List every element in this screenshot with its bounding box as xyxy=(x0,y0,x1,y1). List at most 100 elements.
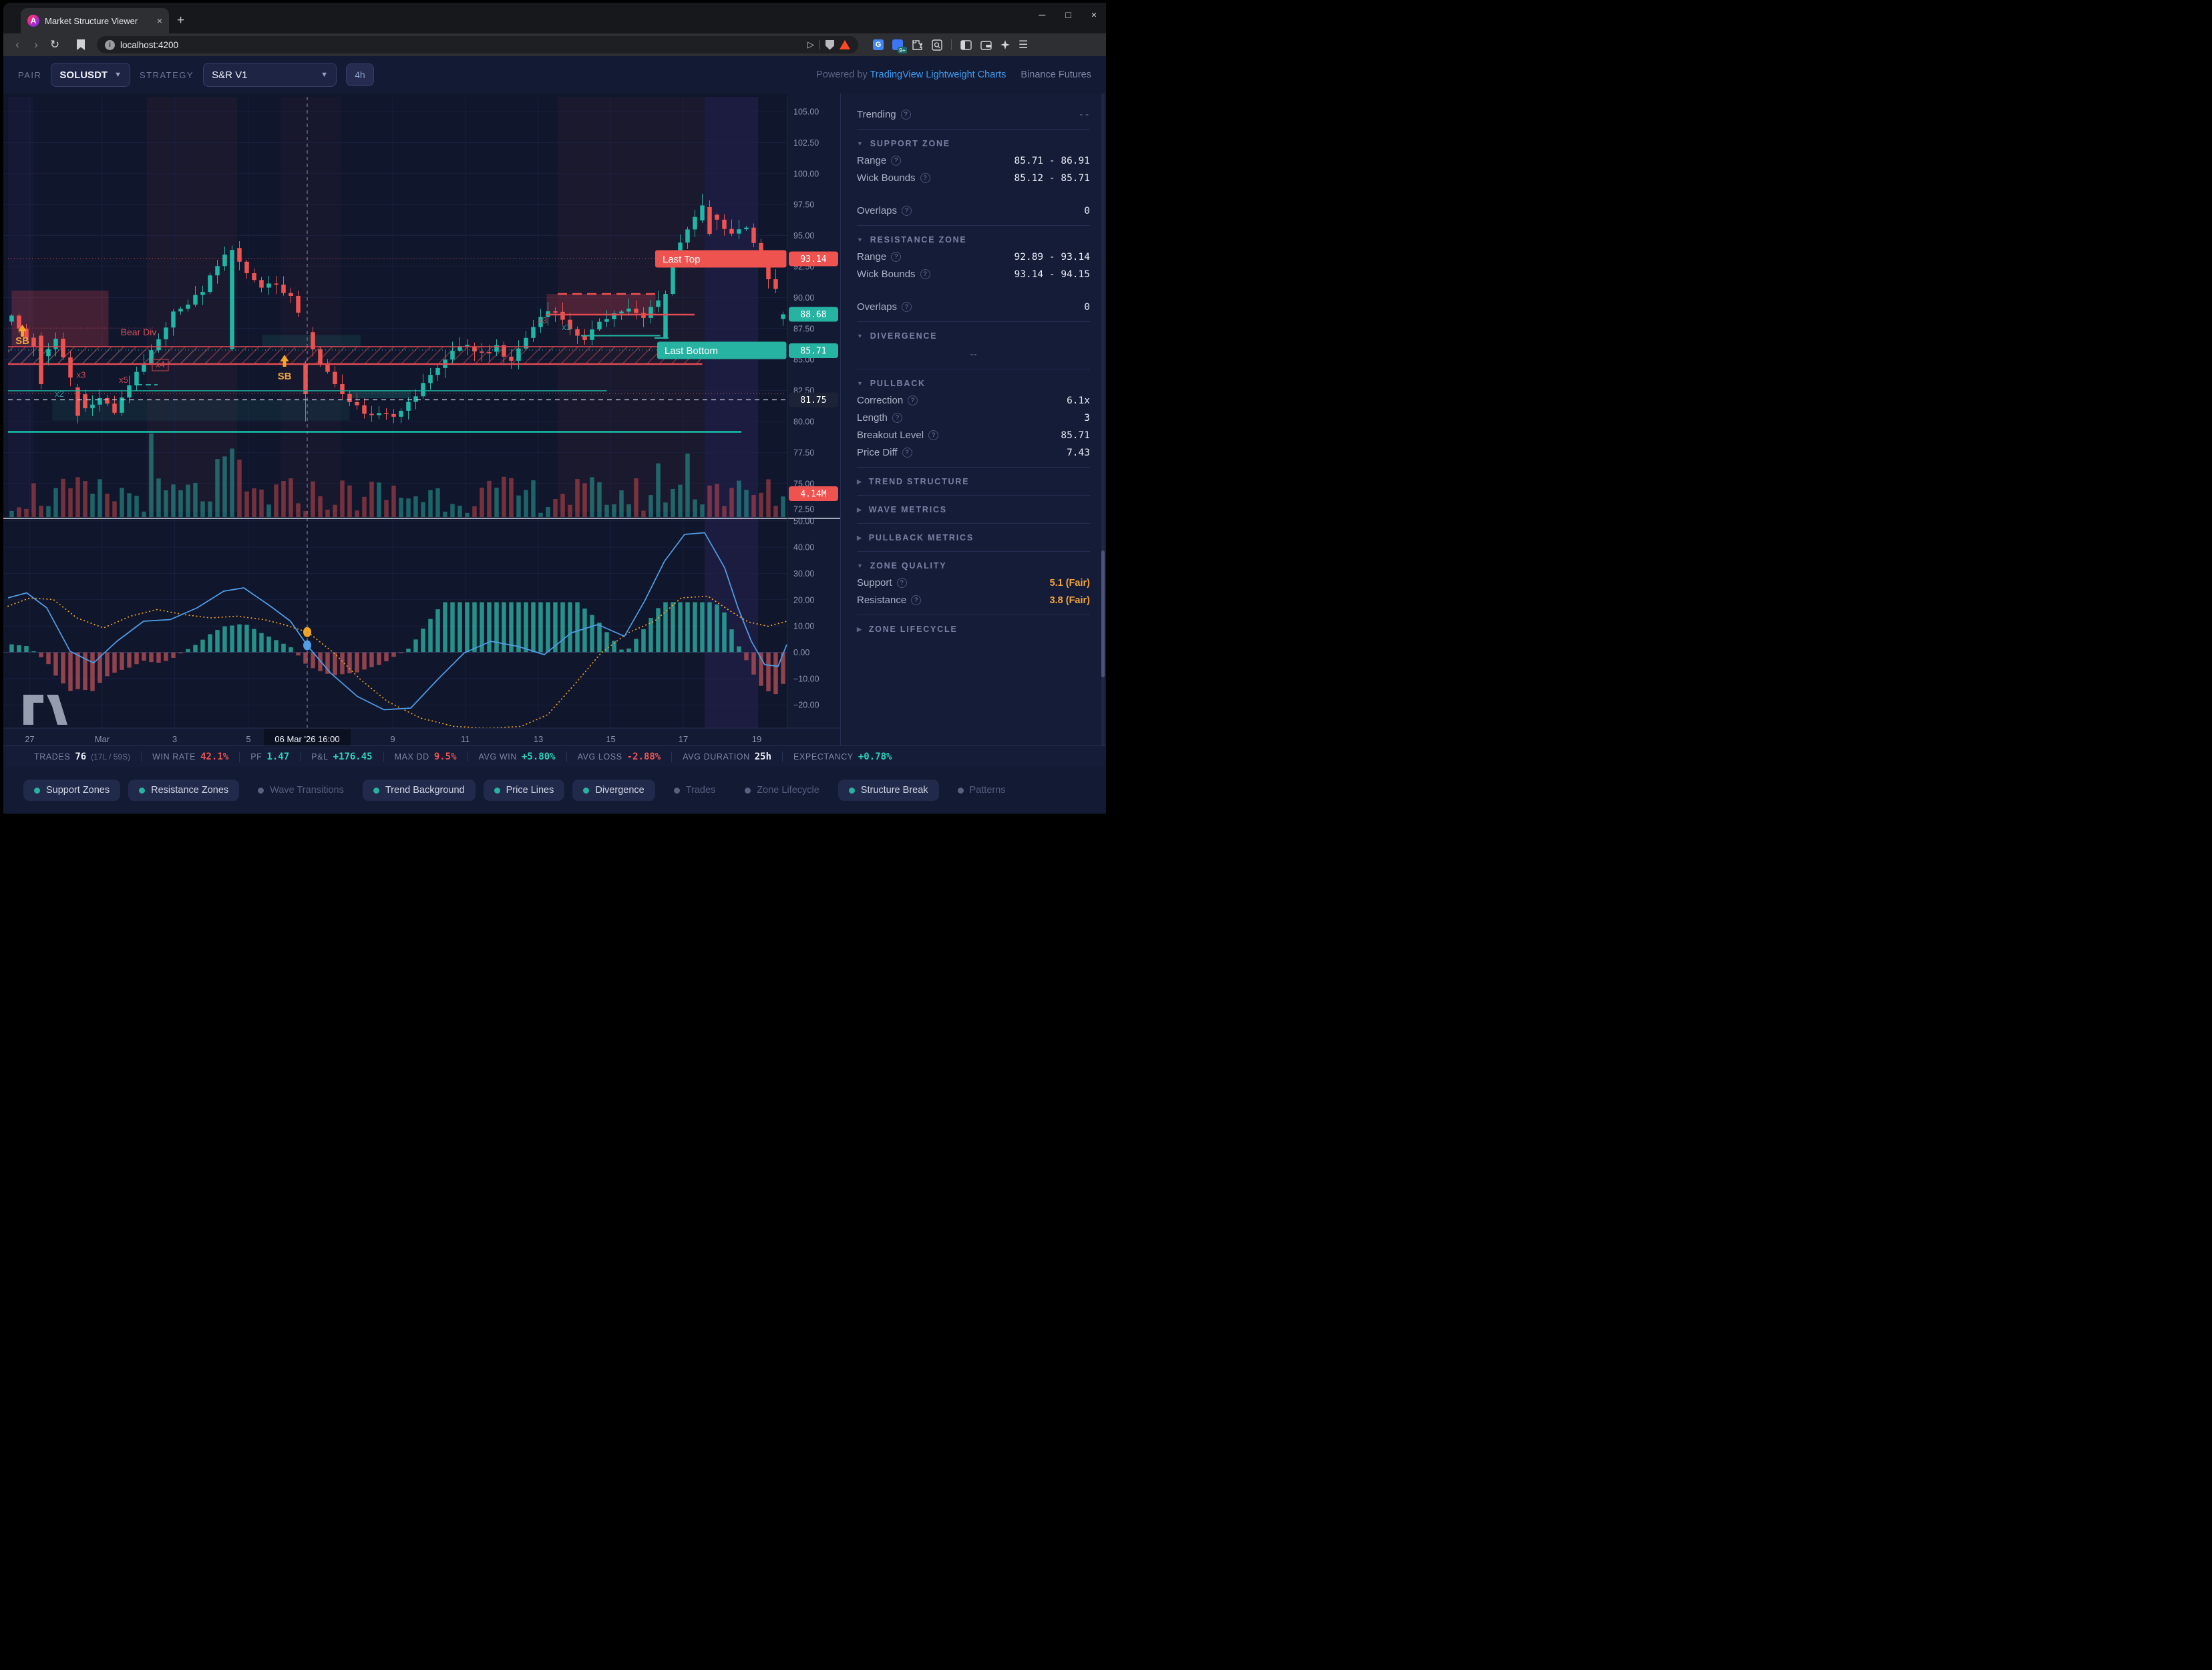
toggle-zone-lifecycle[interactable]: Zone Lifecycle xyxy=(734,780,830,801)
bookmark-icon[interactable] xyxy=(77,39,85,50)
support-quality-value: 5.1 (Fair) xyxy=(1049,577,1090,589)
section-zone-quality[interactable]: ▼ ZONE QUALITY xyxy=(857,561,947,570)
maximize-button[interactable]: □ xyxy=(1065,9,1071,20)
section-pullback-metrics[interactable]: ▶ PULLBACK METRICS xyxy=(857,533,974,542)
tab-close-icon[interactable]: × xyxy=(156,15,162,26)
grid xyxy=(3,97,787,728)
back-icon[interactable]: ‹ xyxy=(15,38,19,51)
search-box-icon[interactable] xyxy=(932,39,942,51)
legend-dot xyxy=(494,787,500,794)
axis-label: 100.00 xyxy=(793,169,819,178)
sidebar-scrollbar[interactable] xyxy=(1101,94,1105,745)
stat-maxdd: MAX DD 9.5% xyxy=(394,751,457,762)
axis-label: −20.00 xyxy=(793,701,819,710)
toggle-patterns[interactable]: Patterns xyxy=(947,780,1017,801)
collapse-icon: ▼ xyxy=(857,140,864,147)
axis-label: 80.00 xyxy=(793,418,814,427)
send-tab-icon[interactable]: ▷ xyxy=(807,39,814,49)
chart-annotation: x3 xyxy=(538,315,548,325)
stat-trades: TRADES 76 (17L / 59S) xyxy=(34,751,131,762)
forward-icon[interactable]: › xyxy=(34,38,38,51)
translate-extension-icon[interactable]: G xyxy=(873,39,884,50)
time-axis-label: 15 xyxy=(606,734,615,744)
length-value: 3 xyxy=(1084,412,1090,424)
wallet-icon[interactable] xyxy=(980,40,992,50)
minimize-button[interactable]: ─ xyxy=(1039,9,1046,20)
time-axis-label: 3 xyxy=(172,734,177,744)
svg-text:88.68: 88.68 xyxy=(800,310,826,320)
chart-annotation: x4 xyxy=(156,359,165,369)
toggle-resistance-zones[interactable]: Resistance Zones xyxy=(128,780,240,801)
section-trend-structure[interactable]: ▶ TREND STRUCTURE xyxy=(857,477,970,486)
help-icon[interactable]: ? xyxy=(920,173,930,183)
resistance-quality-value: 3.8 (Fair) xyxy=(1049,595,1090,606)
resistance-overlaps-value: 0 xyxy=(1084,301,1090,313)
stat-expectancy: EXPECTANCY +0.78% xyxy=(793,751,892,762)
help-icon[interactable]: ? xyxy=(891,252,902,262)
section-pullback[interactable]: ▼ PULLBACK xyxy=(857,379,926,388)
axis-price-badge xyxy=(789,251,838,267)
section-zone-lifecycle[interactable]: ▶ ZONE LIFECYCLE xyxy=(857,625,958,634)
support-overlaps-value: 0 xyxy=(1084,205,1090,216)
help-icon[interactable]: ? xyxy=(908,395,918,405)
section-resistance-zone[interactable]: ▼ RESISTANCE ZONE xyxy=(857,235,967,244)
menu-icon[interactable]: ☰ xyxy=(1019,39,1029,51)
strategy-label: STRATEGY xyxy=(139,69,194,80)
help-icon[interactable]: ? xyxy=(902,206,912,216)
axis-price-badge xyxy=(789,343,838,358)
help-icon[interactable]: ? xyxy=(891,156,902,166)
correction-value: 6.1x xyxy=(1067,395,1090,406)
help-icon[interactable]: ? xyxy=(902,302,912,312)
site-info-icon[interactable]: i xyxy=(105,39,115,50)
bat-rewards-icon[interactable] xyxy=(840,40,850,49)
sidebar-toggle-icon[interactable] xyxy=(960,39,972,50)
stat-pf: PF 1.47 xyxy=(250,751,290,762)
puzzle-extensions-icon[interactable] xyxy=(912,39,923,51)
extension-icon[interactable]: 9+ xyxy=(892,39,907,53)
help-icon[interactable]: ? xyxy=(892,413,902,423)
toggle-trades[interactable]: Trades xyxy=(663,780,727,801)
price-diff-value: 7.43 xyxy=(1067,447,1090,458)
url-text[interactable]: localhost:4200 xyxy=(120,39,179,50)
time-axis-label: 5 xyxy=(246,734,250,744)
help-icon[interactable]: ? xyxy=(911,595,922,605)
help-icon[interactable]: ? xyxy=(896,578,907,588)
brave-shield-icon[interactable] xyxy=(825,39,834,50)
section-wave-metrics[interactable]: ▶ WAVE METRICS xyxy=(857,505,947,514)
tradingview-link[interactable]: TradingView Lightweight Charts xyxy=(870,69,1006,80)
trending-value: -- xyxy=(1078,109,1090,120)
section-support-zone[interactable]: ▼ SUPPORT ZONE xyxy=(857,139,950,148)
chart-markers: SB SB Bear Div x3 x5 x4 x2 x3 x1 xyxy=(15,315,571,399)
axis-label: 50.00 xyxy=(793,516,814,526)
help-icon[interactable]: ? xyxy=(902,448,912,458)
url-bar[interactable]: i localhost:4200 ▷ xyxy=(97,36,858,53)
toggle-support-zones[interactable]: Support Zones xyxy=(23,780,121,801)
close-window-button[interactable]: × xyxy=(1091,9,1097,20)
chart-annotation: Bear Div xyxy=(121,327,157,337)
browser-tab[interactable]: A Market Structure Viewer × xyxy=(21,8,169,33)
reload-icon[interactable]: ↻ xyxy=(49,38,60,51)
svg-text:4.14M: 4.14M xyxy=(800,490,826,500)
help-icon[interactable]: ? xyxy=(920,269,930,279)
structure-break-arrow-icon xyxy=(280,355,289,367)
strategy-select[interactable]: S&R V1 ▼ xyxy=(203,63,337,87)
toggle-wave-transitions[interactable]: Wave Transitions xyxy=(247,780,355,801)
toggle-divergence[interactable]: Divergence xyxy=(572,780,655,801)
toggle-trend-background[interactable]: Trend Background xyxy=(362,780,476,801)
breakout-level-value: 85.71 xyxy=(1061,430,1090,441)
pair-select[interactable]: SOLUSDT ▼ xyxy=(51,63,130,87)
section-divergence[interactable]: ▼ DIVERGENCE xyxy=(857,331,938,341)
leo-ai-icon[interactable] xyxy=(1000,40,1010,49)
new-tab-button[interactable]: + xyxy=(177,13,185,27)
resistance-range-value: 92.89 - 93.14 xyxy=(1014,251,1091,263)
help-icon[interactable]: ? xyxy=(900,110,911,120)
help-icon[interactable]: ? xyxy=(928,430,939,440)
toggle-structure-break[interactable]: Structure Break xyxy=(838,780,939,801)
metrics-sidebar: Trending? -- ▼ SUPPORT ZONE Range? 85.71 -… xyxy=(840,94,1106,745)
sidebar-scrollbar-thumb[interactable] xyxy=(1101,550,1105,677)
price-chart[interactable]: SB SB Bear Div x3 x5 x4 x2 x3 x1 Last Top Last Bot… xyxy=(3,94,840,745)
toggle-price-lines[interactable]: Price Lines xyxy=(483,780,565,801)
axis-label: 72.50 xyxy=(793,505,814,514)
timeframe-button[interactable]: 4h xyxy=(346,63,374,86)
time-axis-label: 17 xyxy=(679,734,688,744)
